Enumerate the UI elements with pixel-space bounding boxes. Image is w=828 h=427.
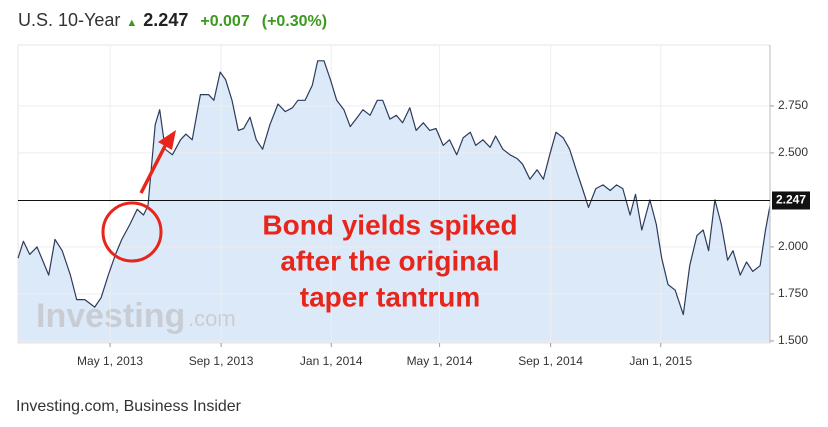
y-tick-label: 2.500 [778,145,808,159]
annotation-text: taper tantrum [300,281,480,312]
x-tick-label: May 1, 2013 [77,354,143,368]
current-value-box [772,191,810,210]
line [17,60,771,316]
y-tick-label: 1.750 [778,286,808,300]
watermark-brand: Investing [36,297,185,335]
watermark: Investing .com [36,297,236,335]
y-tick-label: 2.750 [778,98,808,112]
x-tick-label: Sep 1, 2014 [518,354,583,368]
change: +0.007 [200,13,250,30]
caption: Investing.com, Business Insider [16,398,241,415]
x-tick-label: Jan 1, 2015 [629,354,692,368]
highlight-circle [101,201,163,263]
x-tick-label: Jan 1, 2014 [300,354,363,368]
x-tick-label: May 1, 2014 [407,354,473,368]
instrument-name: U.S. 10-Year [18,10,121,30]
y-tick-label: 2.000 [778,239,808,253]
arrow-head [158,130,176,150]
area [18,60,770,344]
chart: Investing .com 1.500 1.750 2.000 2.500 2.750… [17,44,810,368]
change-percent: (+0.30%) [261,13,328,30]
header: U.S. 10-Year ▲ 2.247 +0.007 (+0.30%) [18,10,333,31]
annotation-text: after the original [280,245,499,276]
watermark-domain: .com [188,306,236,331]
x-tick-label: Sep 1, 2013 [189,354,254,368]
up-arrow: ▲ [126,17,138,29]
annotation-text: Bond yields spiked [262,209,517,240]
arrow-shaft [139,145,167,194]
y-tick-label: 1.500 [778,333,808,347]
current-value-label: 2.247 [776,193,806,207]
price: 2.247 [143,10,189,30]
